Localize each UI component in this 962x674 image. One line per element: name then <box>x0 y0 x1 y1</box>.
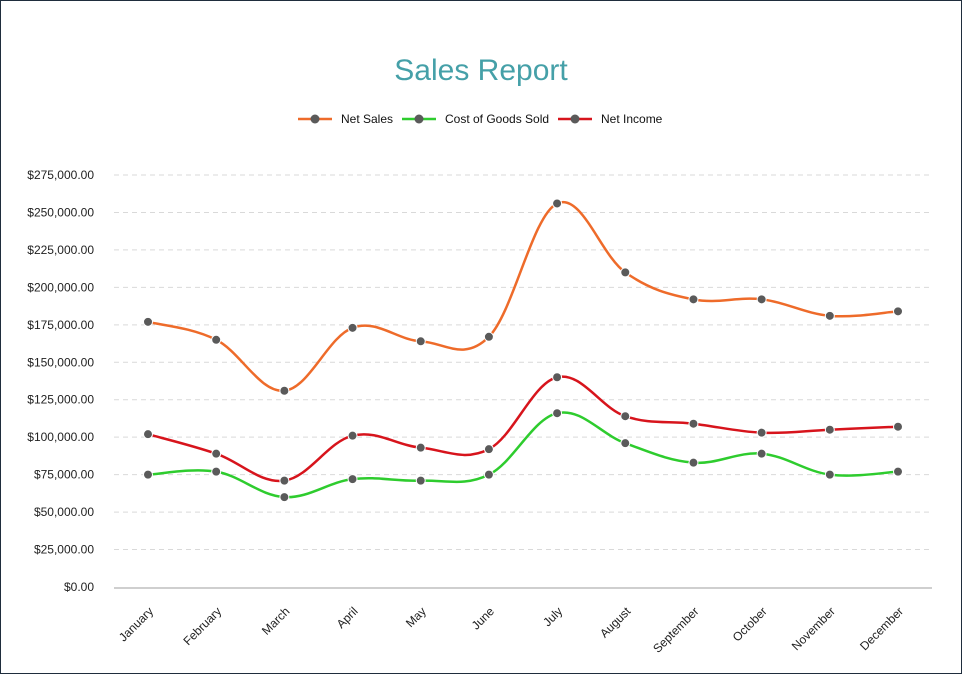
data-point <box>893 306 903 317</box>
data-point <box>415 442 426 453</box>
y-tick-label: $150,000.00 <box>27 355 94 369</box>
data-point <box>824 469 835 480</box>
y-axis: $0.00 $25,000.00 $50,000.00 $75,000.00 $100,… <box>27 168 94 594</box>
data-point <box>347 322 358 333</box>
legend-label: Net Sales <box>341 112 393 126</box>
y-tick-label: $225,000.00 <box>27 243 94 257</box>
data-point <box>552 372 563 383</box>
x-tick-label: March <box>259 604 292 637</box>
data-point <box>552 198 563 209</box>
chart-title: Sales Report <box>394 54 568 87</box>
y-tick-label: $100,000.00 <box>27 430 94 444</box>
y-tick-label: $250,000.00 <box>27 205 94 219</box>
x-tick-label: December <box>857 604 906 653</box>
data-point <box>824 310 835 321</box>
legend-swatch-marker <box>414 114 424 124</box>
data-point <box>483 444 494 455</box>
x-tick-label: August <box>597 604 634 641</box>
y-tick-label: $125,000.00 <box>27 393 94 407</box>
legend-swatch-marker <box>310 114 320 124</box>
grid-lines <box>114 174 932 551</box>
data-point <box>143 469 153 480</box>
data-point <box>620 267 631 278</box>
data-point <box>620 411 631 422</box>
data-point <box>143 316 153 327</box>
y-tick-label: $25,000.00 <box>34 543 94 557</box>
data-point <box>688 418 699 429</box>
data-point <box>347 430 358 441</box>
x-tick-label: February <box>180 604 224 648</box>
data-point <box>824 424 835 435</box>
data-point <box>279 492 290 503</box>
data-point <box>211 334 222 345</box>
data-point <box>211 448 222 459</box>
data-point <box>279 475 290 486</box>
y-tick-label: $75,000.00 <box>34 468 94 482</box>
data-point <box>688 457 699 468</box>
y-tick-label: $200,000.00 <box>27 280 94 294</box>
x-tick-label: May <box>403 604 429 630</box>
x-tick-label: July <box>540 604 565 629</box>
legend-swatch-marker <box>570 114 580 124</box>
y-tick-label: $0.00 <box>64 580 94 594</box>
legend-label: Cost of Goods Sold <box>445 112 549 126</box>
data-point <box>756 294 767 305</box>
data-point <box>483 331 494 342</box>
x-tick-label: November <box>789 604 838 653</box>
y-tick-label: $50,000.00 <box>34 505 94 519</box>
data-point <box>211 466 222 477</box>
x-tick-label: September <box>650 604 701 655</box>
x-tick-label: January <box>116 604 156 644</box>
series-line <box>146 411 900 499</box>
data-point <box>756 427 767 438</box>
data-point <box>688 294 699 305</box>
series-lines <box>146 200 900 499</box>
y-tick-label: $175,000.00 <box>27 318 94 332</box>
data-point <box>279 385 290 396</box>
data-point <box>143 429 153 440</box>
data-point <box>483 469 494 480</box>
x-tick-label: April <box>334 604 361 631</box>
data-point <box>756 448 767 459</box>
data-point <box>620 438 631 449</box>
series-line <box>146 375 900 483</box>
data-point <box>415 336 426 347</box>
x-tick-label: June <box>469 604 498 633</box>
legend-label: Net Income <box>601 112 663 126</box>
data-point <box>552 408 563 419</box>
data-point <box>893 466 903 477</box>
x-axis: January February March April May June July Augu… <box>114 587 932 656</box>
x-tick-label: October <box>730 604 770 644</box>
legend: Net Sales Cost of Goods Sold Net Income <box>298 112 663 126</box>
data-point <box>893 421 903 432</box>
data-point <box>347 474 358 485</box>
data-points <box>143 198 903 503</box>
data-point <box>415 475 426 486</box>
y-tick-label: $275,000.00 <box>27 168 94 182</box>
